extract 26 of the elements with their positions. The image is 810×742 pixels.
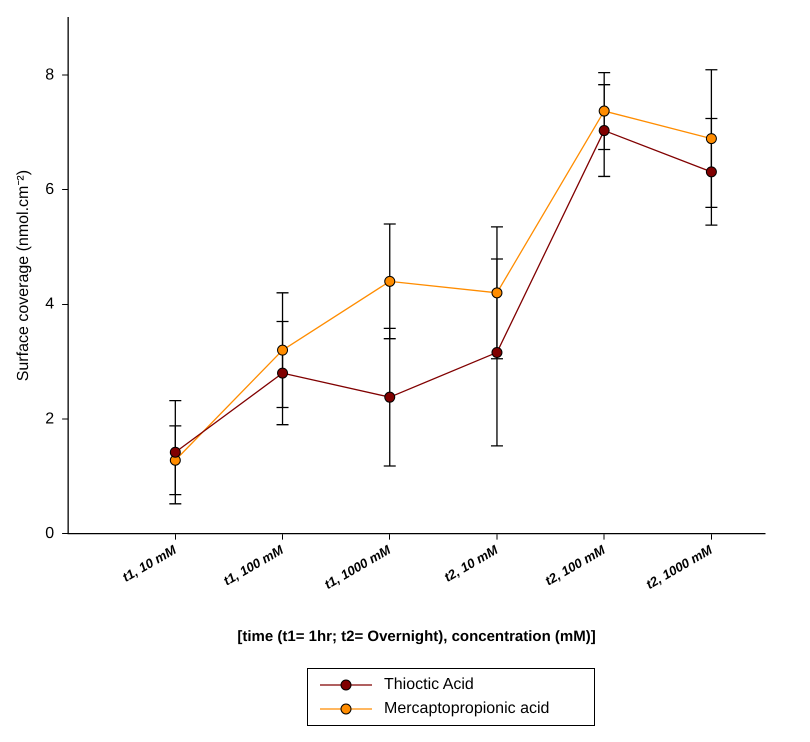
x-tick-label: t2, 1000 mM [643, 542, 716, 592]
point [384, 276, 396, 287]
point [277, 368, 288, 379]
x-tick-label: t1, 100 mM [220, 542, 287, 588]
x-tick-label: t1, 1000 mM [322, 542, 394, 592]
y-tick-label: 6 [45, 181, 54, 198]
point [706, 166, 717, 178]
y-tick-label: 0 [45, 525, 54, 542]
y-axis-title: Surface coverage (nmol.cm⁻²) [15, 170, 32, 382]
point [598, 106, 610, 117]
y-tick-label: 8 [45, 66, 54, 84]
point [598, 125, 610, 136]
legend-label: Thioctic Acid [384, 676, 474, 694]
point [491, 287, 502, 298]
point [706, 133, 717, 144]
x-tick-label: t2, 100 mM [542, 542, 608, 588]
x-axis-title: [time (t1= 1hr; t2= Overnight), concentration (mM)] [237, 628, 596, 646]
y-tick-label: 2 [45, 410, 54, 428]
y-tick-label: 4 [45, 296, 54, 313]
point [491, 346, 502, 358]
point [277, 344, 288, 356]
x-tick-label: t2, 10 mM [441, 542, 502, 585]
point [384, 392, 396, 403]
legend-label: Mercaptopropionic acid [384, 700, 550, 718]
x-tick-label: t1, 10 mM [120, 542, 180, 585]
point [170, 446, 181, 458]
